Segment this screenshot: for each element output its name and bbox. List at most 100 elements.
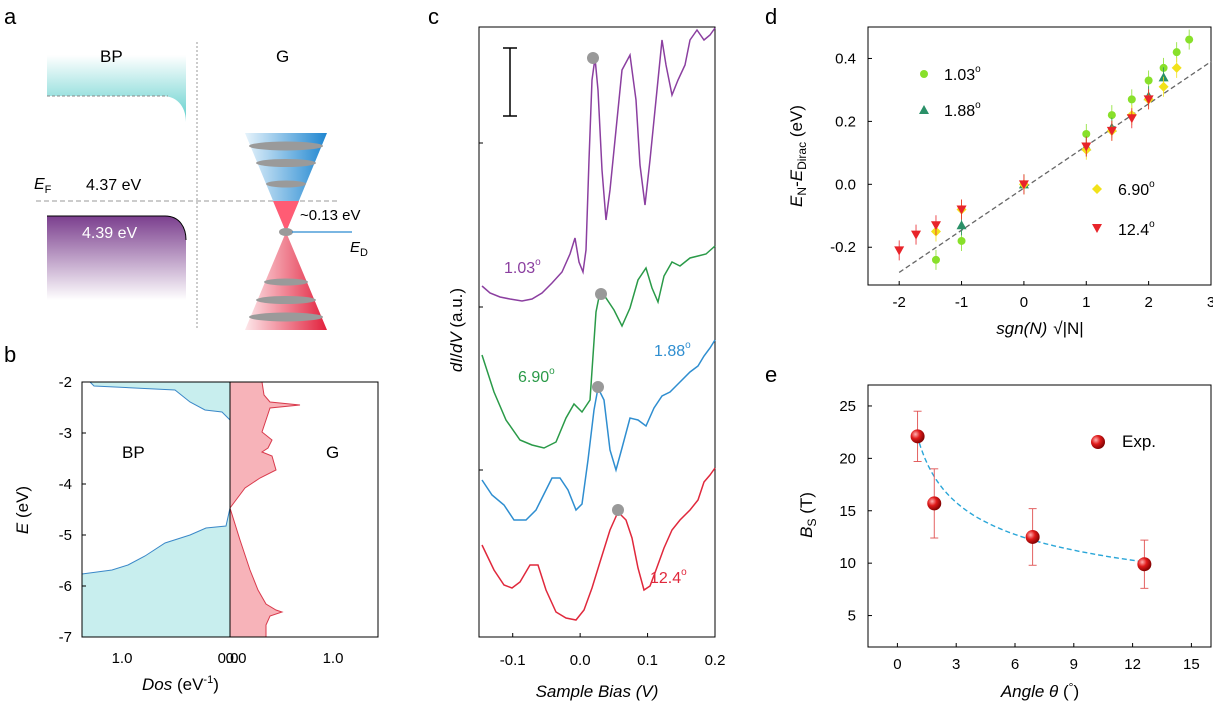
d-ytick-label: -0.2 [830, 239, 856, 256]
e-point [927, 496, 942, 511]
d-point-12.4 [956, 205, 967, 215]
landau-level-ring [249, 312, 323, 322]
panel-c-xlabel: Sample Bias (V) [536, 682, 659, 701]
g-dos-lower-fill [230, 508, 282, 637]
b-xtick-label: 1.0 [323, 650, 344, 667]
d-point-1.03 [1172, 48, 1181, 57]
ef-value: 4.37 eV [86, 177, 141, 194]
bp-dos-lower-fill [82, 508, 230, 637]
panel-e-data [910, 410, 1152, 589]
legend-label-1.88: 1.88o [944, 100, 981, 120]
e-xtick-label: 9 [1070, 656, 1078, 673]
graphene-doped-region [273, 201, 299, 232]
d-ytick-label: 0.2 [835, 113, 856, 130]
landau-level-ring [266, 180, 306, 188]
panel-e-ticks: 0 3 6 9 12 15 5 10 15 20 25 [839, 398, 1199, 673]
peak-marker [592, 381, 604, 393]
panel-e-xlabel: Angle θ (°) [1000, 680, 1079, 701]
bp-valence-value: 4.39 eV [82, 225, 137, 242]
panel-label-d: d [765, 4, 777, 29]
trace-label-1.88: 1.88o [654, 340, 691, 360]
d-ytick-label: 0.0 [835, 176, 856, 193]
b-ytick-label: -2 [59, 374, 72, 391]
d-point-6.90 [1158, 81, 1169, 92]
panel-b-yticks: -2 -3 -4 -5 -6 -7 [59, 374, 86, 646]
d-point-12.4 [1081, 142, 1092, 152]
d-xtick-label: -2 [893, 294, 906, 311]
d-point-12.4 [1126, 114, 1137, 124]
panel-label-e: e [765, 362, 777, 387]
ef-label: EF [34, 176, 52, 196]
d-point-1.03 [1144, 76, 1153, 85]
ed-label: ED [350, 239, 368, 259]
b-ytick-label: -5 [59, 527, 72, 544]
legend-marker-6.90 [1092, 184, 1102, 194]
landau-level-ring [249, 141, 323, 151]
e-ytick-label: 5 [848, 608, 856, 625]
b-ytick-label: -6 [59, 578, 72, 595]
d-xtick-label: -1 [955, 294, 968, 311]
e-xtick-label: 6 [1011, 656, 1019, 673]
d-point-1.03 [1107, 111, 1116, 120]
trace-12.4 [481, 467, 716, 621]
panel-e-scatter: 0 3 6 9 12 15 5 10 15 20 25 Exp. Angle θ (°) BS (T… [797, 384, 1212, 701]
legend-marker-1.88 [919, 105, 929, 114]
d-point-1.03 [931, 255, 940, 264]
legend-marker-exp [1091, 435, 1105, 449]
bp-valence-band [47, 216, 186, 300]
trace-label-6.90: 6.90o [518, 366, 555, 386]
d-point-12.4 [1106, 126, 1117, 136]
c-xtick-label: 0.2 [705, 652, 726, 669]
bp-label-b: BP [122, 443, 145, 462]
g-label-a: G [276, 47, 289, 66]
panel-b-ylabel: E (eV) [13, 486, 32, 534]
panel-d-scatter: -2 -1 0 1 2 3-0.20.00.20.4 1.03o 1.88o 6.90o … [787, 26, 1213, 338]
d-xtick-label: 3 [1207, 294, 1213, 311]
peak-marker [595, 288, 607, 300]
panel-d-data [894, 29, 1212, 273]
panel-c-xticks: -0.1 0.0 0.1 0.2 [500, 633, 726, 669]
d-point-12.4 [930, 221, 941, 231]
legend-label-exp: Exp. [1122, 432, 1156, 451]
legend-label-12.4: 12.4o [1118, 219, 1155, 239]
d-point-1.03 [1185, 35, 1194, 44]
d-point-12.4 [1018, 180, 1029, 190]
peak-marker [612, 504, 624, 516]
d-xtick-label: 1 [1082, 294, 1090, 311]
c-xtick-label: 0.1 [637, 652, 658, 669]
g-label-b: G [326, 443, 339, 462]
panel-label-a: a [4, 4, 17, 29]
b-xtick-label: 1.0 [112, 650, 133, 667]
d-point-6.90 [1171, 62, 1182, 73]
landau-level-ring [256, 159, 316, 167]
panel-d-xlabel: sgn(N) √|N| [996, 319, 1083, 338]
b-xtick-label: 0.0 [226, 650, 247, 667]
panel-c-ylabel: dI/dV (a.u.) [447, 288, 466, 372]
bp-conduction-band [47, 55, 186, 122]
panel-d-frame [867, 26, 1212, 286]
g-dos-upper-fill [230, 382, 300, 508]
d-point-1.03 [1082, 129, 1091, 138]
d-xtick-label: 2 [1144, 294, 1152, 311]
bp-dos-upper-fill [90, 382, 230, 420]
e-xtick-label: 15 [1183, 656, 1200, 673]
d-point-1.03 [957, 236, 966, 245]
c-xtick-label: -0.1 [500, 652, 526, 669]
legend-marker-12.4 [1092, 224, 1102, 233]
e-xtick-label: 0 [893, 656, 901, 673]
panel-b-dos: BP G -2 -3 -4 -5 -6 -7 1.0 0.00.0 1.0 Dos (eV-1… [13, 374, 379, 694]
c-xtick-label: 0.0 [570, 652, 591, 669]
legend-marker-1.03 [920, 70, 928, 78]
panel-label-b: b [4, 342, 16, 367]
e-ytick-label: 10 [839, 555, 856, 572]
b-ytick-label: -7 [59, 629, 72, 646]
trace-1.88 [481, 339, 716, 521]
d-point-1.88 [956, 220, 967, 230]
panel-c-spectra: -0.1 0.0 0.1 0.2 1.03o 6.90o 1.88o 12.4o Sa… [447, 26, 726, 701]
d-point-1.03 [1127, 95, 1136, 104]
e-ytick-label: 15 [839, 503, 856, 520]
dirac-point [279, 228, 293, 236]
legend-label-1.03: 1.03o [944, 64, 981, 84]
trace-label-12.4: 12.4o [650, 567, 687, 587]
